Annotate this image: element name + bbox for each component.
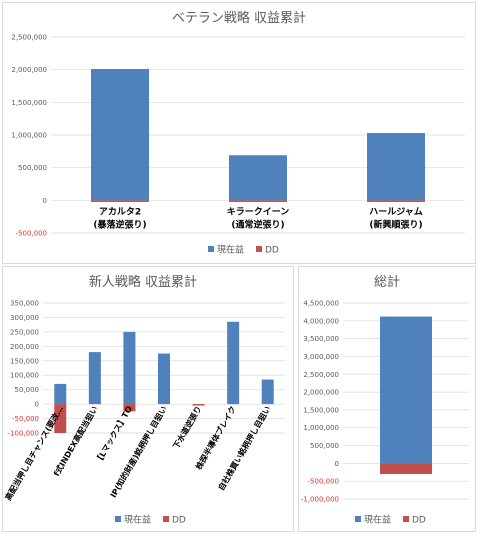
veteran-y-tick-label: -500,000 — [16, 230, 47, 238]
veteran-category-label: (新興順張り) — [369, 218, 422, 230]
newcomer-y-tick-label: -50,000 — [12, 415, 39, 423]
total-chart-panel: 総計 -1,000,000 -500,000 0 500,000 1,000,000 1,… — [298, 266, 476, 532]
newcomer-legend-swatch — [115, 516, 121, 522]
newcomer-y-tick-label: 200,000 — [10, 343, 39, 351]
newcomer-legend-label: 現在益 — [124, 514, 151, 526]
veteran-legend-swatch — [256, 246, 262, 252]
veteran-y-tick-label: 1,000,000 — [11, 132, 47, 140]
newcomer-bar-profit — [227, 321, 240, 405]
newcomer-chart: 新人戦略 収益累計 -100,000 -50,000 0 50,000 100,000 1… — [3, 274, 285, 526]
total-legend-label: DD — [412, 516, 426, 526]
total-y-tick-label: 3,000,000 — [303, 353, 339, 361]
total-legend-swatch — [355, 516, 361, 522]
newcomer-y-tick-label: -100,000 — [8, 430, 39, 438]
total-y-tick-label: 1,500,000 — [303, 406, 339, 414]
total-y-tick-label: -500,000 — [308, 478, 339, 486]
veteran-y-tick-label: 2,500,000 — [11, 34, 47, 42]
total-chart-title: 総計 — [374, 274, 400, 290]
total-y-tick-label: 4,000,000 — [303, 317, 339, 325]
veteran-y-tick-label: 500,000 — [18, 164, 47, 172]
newcomer-y-tick-label: 50,000 — [15, 386, 40, 394]
total-y-tick-label: -1,000,000 — [301, 496, 339, 504]
total-bar-profit — [380, 316, 432, 464]
veteran-bar-dd — [367, 200, 425, 202]
newcomer-category-label: 【Lマックス】TO — [93, 404, 134, 466]
veteran-category-label: ハールジャム — [369, 206, 423, 217]
newcomer-y-tick-label: 100,000 — [10, 372, 39, 380]
newcomer-bar-profit — [123, 331, 136, 405]
newcomer-chart-panel: 新人戦略 収益累計 -100,000 -50,000 0 50,000 100,000 1… — [2, 266, 294, 532]
newcomer-bar-profit — [261, 379, 274, 405]
total-y-tick-label: 4,500,000 — [303, 300, 339, 308]
veteran-chart: ベテラン戦略 収益累計 -500,000 0 500,000 1,000,000 1,5… — [11, 10, 465, 256]
veteran-y-tick-label: 2,000,000 — [11, 66, 47, 74]
newcomer-bar-dd — [123, 404, 136, 412]
newcomer-y-tick-label: 250,000 — [10, 328, 39, 336]
newcomer-legend-label: DD — [172, 516, 186, 526]
newcomer-legend-swatch — [163, 516, 169, 522]
veteran-bar-dd — [91, 200, 149, 202]
veteran-y-tick-label: 1,500,000 — [11, 99, 47, 107]
veteran-y-tick-label: 0 — [43, 197, 47, 205]
veteran-legend-label: 現在益 — [217, 244, 244, 256]
newcomer-y-tick-label: 300,000 — [10, 314, 39, 322]
veteran-legend-label: DD — [265, 246, 279, 256]
total-bar-dd — [380, 463, 432, 475]
veteran-category-label: (通常逆張り) — [231, 218, 284, 230]
total-y-tick-label: 500,000 — [310, 442, 339, 450]
newcomer-bar-profit — [158, 353, 170, 405]
veteran-chart-panel: ベテラン戦略 収益累計 -500,000 0 500,000 1,000,000 1,5… — [2, 2, 476, 264]
newcomer-category-label: 下水道逆張り — [171, 404, 204, 451]
veteran-category-label: キラークイーン — [227, 206, 290, 217]
newcomer-y-tick-label: 150,000 — [10, 357, 39, 365]
total-chart: 総計 -1,000,000 -500,000 0 500,000 1,000,000 1,… — [301, 274, 469, 526]
newcomer-bar-profit — [54, 383, 67, 405]
total-legend-label: 現在益 — [364, 514, 391, 526]
veteran-bar-dd — [229, 200, 287, 202]
veteran-bar-profit — [91, 69, 149, 201]
total-y-tick-label: 2,500,000 — [303, 371, 339, 379]
newcomer-y-tick-label: 0 — [35, 401, 39, 409]
veteran-chart-title: ベテラン戦略 収益累計 — [172, 10, 306, 26]
veteran-bar-profit — [229, 155, 287, 201]
total-y-tick-label: 3,500,000 — [303, 335, 339, 343]
veteran-bar-profit — [367, 133, 425, 201]
total-legend-swatch — [403, 516, 409, 522]
veteran-category-label: (暴落逆張り) — [93, 218, 146, 230]
total-y-tick-label: 0 — [335, 460, 339, 468]
newcomer-y-tick-label: 350,000 — [10, 300, 39, 308]
total-y-tick-label: 2,000,000 — [303, 389, 339, 397]
total-y-tick-label: 1,000,000 — [303, 424, 339, 432]
newcomer-bar-dd — [192, 404, 205, 406]
newcomer-bar-dd — [54, 404, 67, 433]
veteran-category-label: アカルタ2 — [99, 205, 141, 217]
newcomer-chart-title: 新人戦略 収益累計 — [89, 274, 197, 290]
newcomer-bar-profit — [88, 352, 101, 405]
veteran-legend-swatch — [208, 246, 214, 252]
